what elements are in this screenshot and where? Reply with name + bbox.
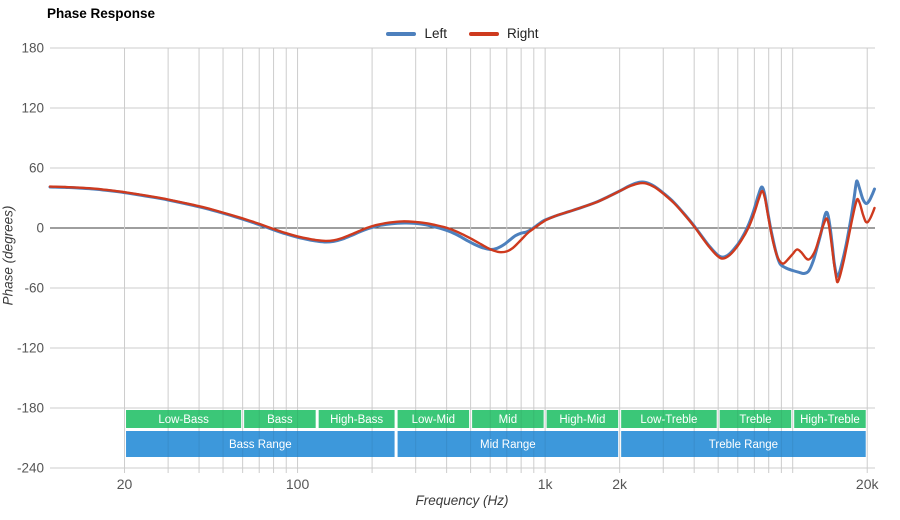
band-high-mid	[546, 410, 619, 428]
legend: Left Right	[50, 26, 875, 41]
y-tick-label--60: -60	[24, 281, 44, 296]
band-low-mid	[397, 410, 470, 428]
band-high-treble	[794, 410, 866, 428]
y-tick-label--180: -180	[17, 401, 44, 416]
range-band-label: Bass Range	[229, 439, 292, 451]
band-low-treble	[621, 410, 717, 428]
y-tick-label--120: -120	[17, 341, 44, 356]
x-tick-label-20: 20	[117, 476, 133, 492]
range-band-label: Treble Range	[709, 439, 778, 451]
x-tick-label-1k: 1k	[538, 476, 554, 492]
y-tick-label-0: 0	[36, 221, 44, 236]
right-series-swatch	[469, 31, 499, 36]
band-label: Low-Mid	[412, 414, 455, 426]
band-label: Mid	[499, 414, 518, 426]
y-axis-title: Phase (degrees)	[0, 205, 16, 306]
band-label: High-Treble	[800, 414, 860, 426]
x-tick-label-100: 100	[286, 476, 310, 492]
band-label: Low-Bass	[158, 414, 209, 426]
y-tick-label-180: 180	[21, 41, 44, 56]
y-tick-label-60: 60	[29, 161, 44, 176]
x-axis-title: Frequency (Hz)	[415, 493, 509, 508]
x-tick-label-2k: 2k	[612, 476, 628, 492]
range-band-label: Mid Range	[480, 439, 536, 451]
band-mid	[472, 410, 544, 428]
range-band-mid-range	[397, 431, 619, 457]
band-bass	[244, 410, 316, 428]
legend-item-right: Right	[469, 26, 539, 41]
band-label: Bass	[267, 414, 293, 426]
band-label: High-Mid	[559, 414, 605, 426]
band-label: Treble	[739, 414, 771, 426]
band-high-bass	[318, 410, 395, 428]
band-label: High-Bass	[330, 414, 383, 426]
left-series-swatch	[386, 31, 417, 36]
range-band-treble-range	[621, 431, 866, 457]
band-treble	[719, 410, 792, 428]
series-curve-left	[48, 179, 876, 278]
band-low-bass	[126, 410, 242, 428]
legend-label-left: Left	[424, 26, 447, 41]
chart-title: Phase Response	[47, 6, 156, 21]
range-band-bass-range	[126, 431, 395, 457]
y-tick-label--240: -240	[17, 461, 44, 476]
x-tick-label-20k: 20k	[856, 476, 880, 492]
legend-item-left: Left	[386, 26, 447, 41]
series-curve-right	[48, 181, 876, 284]
band-label: Low-Treble	[640, 414, 697, 426]
y-tick-label-120: 120	[21, 101, 44, 116]
legend-label-right: Right	[507, 26, 539, 41]
